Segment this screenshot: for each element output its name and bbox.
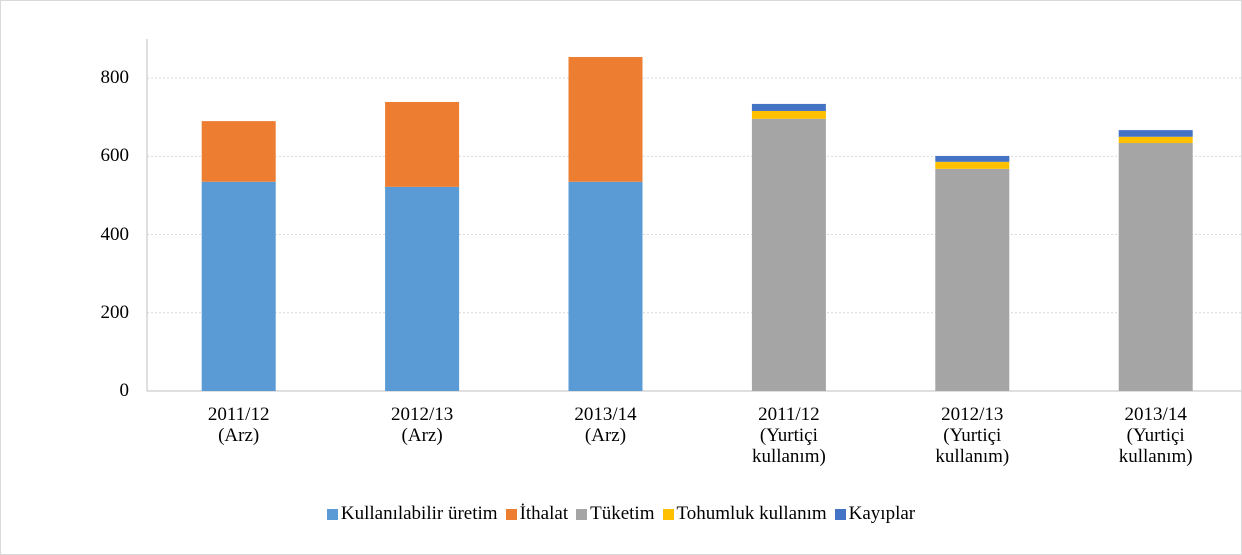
legend-item: Tüketim — [576, 503, 655, 525]
bar-segment — [1118, 130, 1193, 137]
legend-item: İthalat — [505, 503, 569, 525]
bar-segment — [935, 168, 1010, 391]
bar-segment — [935, 155, 1010, 162]
legend-item: Tohumluk kullanım — [662, 503, 827, 525]
y-tick-label: 600 — [100, 145, 130, 167]
bar-segment — [201, 181, 276, 391]
legend-swatch — [834, 508, 846, 520]
legend-swatch — [576, 508, 588, 520]
bar-segment — [385, 186, 460, 391]
bar-segment — [568, 56, 643, 182]
bar-segment — [751, 103, 826, 111]
legend-label: Tohumluk kullanım — [676, 503, 827, 524]
x-tick-label: 2013/14 (Arz) — [574, 404, 637, 446]
bar-segment — [385, 101, 460, 187]
bar-segment — [568, 181, 643, 391]
x-tick-label: 2012/13 (Yurtiçi kullanım) — [935, 404, 1010, 467]
y-tick-label: 200 — [100, 301, 130, 323]
x-tick-label: 2013/14 (Yurtiçi kullanım) — [1118, 404, 1193, 467]
y-tick-label: 800 — [100, 67, 130, 89]
legend-label: Kullanılabilir üretim — [340, 503, 498, 524]
y-tick-label: 0 — [119, 380, 130, 401]
x-tick-label: 2012/13 (Arz) — [390, 404, 454, 446]
x-tick-label: 2011/12 (Arz) — [207, 404, 270, 446]
bar-segment — [751, 118, 826, 391]
legend-label: Kayıplar — [848, 503, 916, 524]
bar-segment — [1118, 136, 1193, 144]
legend-item: Kullanılabilir üretim — [326, 503, 498, 525]
bar-segment — [201, 121, 276, 182]
legend-label: Tüketim — [590, 503, 655, 524]
legend-swatch — [662, 508, 674, 520]
legend-label: İthalat — [519, 503, 569, 524]
bar-segment — [1118, 143, 1193, 391]
bar-segment — [935, 161, 1010, 169]
bar-segment — [751, 110, 826, 119]
legend-swatch — [326, 508, 338, 520]
y-tick-label: 400 — [100, 223, 130, 245]
x-tick-label: 2011/12 (Yurtiçi kullanım) — [751, 404, 826, 467]
legend-item: Kayıplar — [834, 503, 916, 525]
legend-swatch — [505, 508, 517, 520]
legend: Kullanılabilir üretim İthalat Tüketim Tohum… — [1, 503, 1241, 525]
